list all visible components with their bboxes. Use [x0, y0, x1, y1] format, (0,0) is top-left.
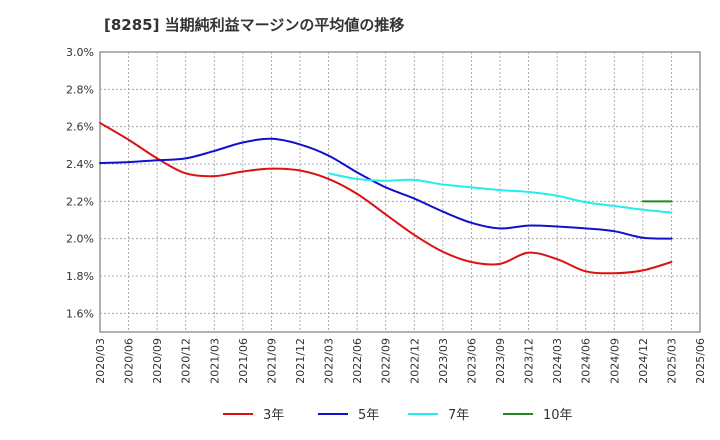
- y-axis-ticks: 1.6% 1.8% 2.0% 2.2% 2.4% 2.6% 2.8% 3.0%: [66, 46, 94, 320]
- y-tick-label: 2.2%: [66, 195, 94, 208]
- x-tick-label: 2025/03: [665, 338, 678, 384]
- x-tick-label: 2023/12: [523, 338, 536, 384]
- x-tick-label: 2024/03: [551, 338, 564, 384]
- y-tick-label: 2.0%: [66, 233, 94, 246]
- x-tick-label: 2021/12: [294, 338, 307, 384]
- x-tick-label: 2024/06: [580, 338, 593, 384]
- x-tick-label: 2023/03: [437, 338, 450, 384]
- x-tick-label: 2023/06: [465, 338, 478, 384]
- x-tick-label: 2021/09: [265, 338, 278, 384]
- y-tick-label: 3.0%: [66, 46, 94, 59]
- x-tick-label: 2020/06: [123, 338, 136, 384]
- legend-label: 7年: [448, 408, 469, 423]
- x-tick-label: 2023/09: [494, 338, 507, 384]
- grid-lines: [100, 52, 700, 332]
- legend: 3年 5年 7年 10年: [223, 408, 573, 423]
- legend-label: 3年: [263, 408, 284, 423]
- series-line-5年: [99, 137, 673, 240]
- y-tick-label: 2.8%: [66, 83, 94, 96]
- x-tick-label: 2024/12: [637, 338, 650, 384]
- x-tick-label: 2020/12: [180, 338, 193, 384]
- x-tick-label: 2020/09: [151, 338, 164, 384]
- x-tick-label: 2024/09: [608, 338, 621, 384]
- legend-label: 5年: [358, 408, 379, 423]
- series-lines: [99, 121, 673, 275]
- x-tick-label: 2022/12: [408, 338, 421, 384]
- y-tick-label: 2.4%: [66, 158, 94, 171]
- legend-label: 10年: [543, 408, 573, 423]
- y-tick-label: 2.6%: [66, 121, 94, 134]
- y-tick-label: 1.6%: [66, 307, 94, 320]
- x-tick-label: 2021/06: [237, 338, 250, 384]
- y-tick-label: 1.8%: [66, 270, 94, 283]
- x-tick-label: 2020/03: [94, 338, 107, 384]
- x-axis-ticks: 2020/03 2020/06 2020/09 2020/12 2021/03 2021/…: [94, 338, 707, 384]
- series-line-3年: [99, 121, 673, 275]
- x-tick-label: 2022/09: [380, 338, 393, 384]
- x-tick-label: 2021/03: [208, 338, 221, 384]
- x-tick-label: 2022/06: [351, 338, 364, 384]
- series-line-7年: [327, 172, 673, 214]
- x-tick-label: 2022/03: [323, 338, 336, 384]
- chart-title: [8285] 当期純利益マージンの平均値の推移: [104, 16, 405, 34]
- x-tick-label: 2025/06: [694, 338, 707, 384]
